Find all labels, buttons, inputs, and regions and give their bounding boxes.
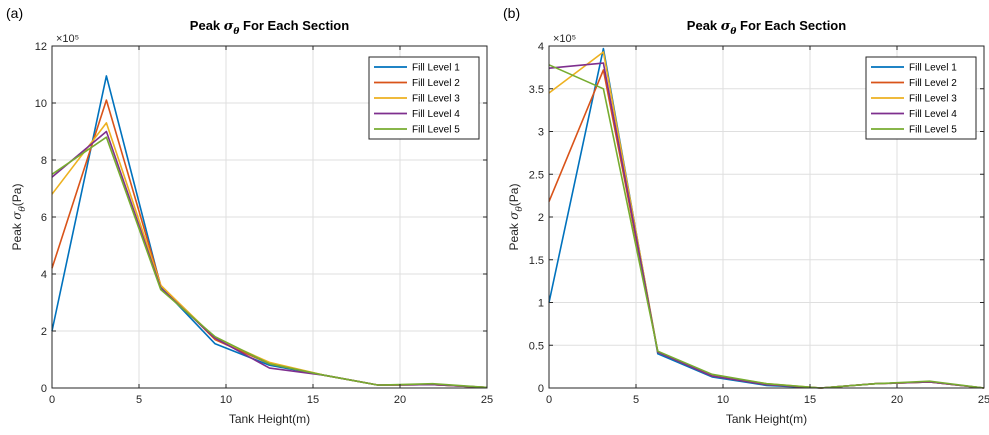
x-tick-label: 5: [633, 394, 639, 406]
y-tick-label: 3: [538, 127, 544, 139]
y-tick-label: 3.5: [529, 84, 544, 96]
y-tick-label: 4: [41, 269, 47, 281]
chart-title: Peak σθ For Each Section: [687, 18, 846, 37]
series-line-2: [51, 99, 488, 389]
x-tick-label: 15: [804, 394, 816, 406]
series-line-5: [51, 136, 488, 389]
x-axis-label: Tank Height(m): [229, 412, 310, 426]
y-tick-label: 1: [538, 298, 544, 310]
y-tick-label: 2.5: [529, 169, 544, 181]
panel-label: (b): [503, 5, 520, 21]
legend-entry: Fill Level 2: [412, 78, 460, 89]
y-tick-label: 4: [538, 41, 544, 53]
chart-panel-2: (b) Peak σθ For Each Section 0 5 10 15 20 25 0 0.…: [503, 5, 989, 426]
chart-panel-1: (a) Peak σθ For Each Section 0 5 10 15 20 25 0 2 4…: [6, 5, 493, 426]
x-axis-label: Tank Height(m): [726, 412, 807, 426]
legend: Fill Level 1 Fill Level 2 Fill Level 3 Fill…: [368, 56, 480, 140]
legend-entry: Fill Level 3: [909, 94, 957, 105]
y-tick-label: 1.5: [529, 255, 544, 267]
y-tick-label: 6: [41, 212, 47, 224]
x-tick-label: 15: [307, 394, 319, 406]
y-tick-label: 0: [538, 383, 544, 395]
x-tick-label: 25: [978, 394, 989, 406]
legend-entry: Fill Level 1: [412, 63, 460, 74]
legend-entry: Fill Level 3: [412, 94, 460, 105]
y-exponent-label: ×10⁵: [56, 33, 79, 45]
x-tick-label: 25: [481, 394, 493, 406]
y-tick-label: 10: [35, 98, 47, 110]
x-tick-label: 20: [891, 394, 903, 406]
legend-entry: Fill Level 5: [412, 125, 460, 136]
x-tick-label: 10: [717, 394, 729, 406]
legend-entry: Fill Level 4: [909, 109, 957, 120]
legend-entry: Fill Level 1: [909, 63, 957, 74]
y-exponent-label: ×10⁵: [553, 33, 576, 45]
series-line-5: [548, 64, 985, 389]
y-tick-label: 2: [41, 326, 47, 338]
chart-title: Peak σθ For Each Section: [190, 18, 349, 37]
y-tick-label: 0: [41, 383, 47, 395]
x-tick-label: 10: [220, 394, 232, 406]
x-tick-label: 20: [394, 394, 406, 406]
x-tick-label: 5: [136, 394, 142, 406]
y-tick-label: 8: [41, 155, 47, 167]
y-tick-label: 12: [35, 41, 47, 53]
panel-label: (a): [6, 5, 23, 21]
legend-entry: Fill Level 2: [909, 78, 957, 89]
legend: Fill Level 1 Fill Level 2 Fill Level 3 Fill…: [865, 56, 977, 140]
legend-entry: Fill Level 5: [909, 125, 957, 136]
x-tick-label: 0: [546, 394, 552, 406]
y-tick-label: 2: [538, 212, 544, 224]
y-tick-label: 0.5: [529, 340, 544, 352]
legend-entry: Fill Level 4: [412, 109, 460, 120]
y-axis-label: Peak σθ(Pa): [10, 184, 28, 251]
y-axis-label: Peak σθ(Pa): [507, 184, 525, 251]
x-tick-label: 0: [49, 394, 55, 406]
